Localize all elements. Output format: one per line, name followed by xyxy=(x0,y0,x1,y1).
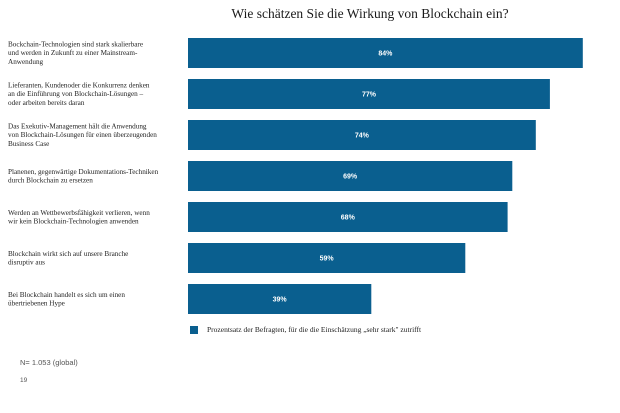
bar-value-label-2: 77% xyxy=(362,92,377,99)
legend-swatch xyxy=(190,325,198,334)
category-label-6: Blockchain wirkt sich auf unsere Branche… xyxy=(8,250,128,267)
bar-value-label-1: 84% xyxy=(378,51,393,58)
category-label-4: Planenen, gegenwärtige Dokumentations-Te… xyxy=(8,168,159,185)
category-label-2: Lieferanten, Kundenoder die Konkurrenz d… xyxy=(8,82,150,107)
category-label-7: Bei Blockchain handelt es sich um einen ü… xyxy=(8,291,125,308)
bar-value-label-7: 39% xyxy=(273,297,288,304)
chart-title: Wie schätzen Sie die Wirkung von Blockch… xyxy=(231,6,509,21)
bar-7 xyxy=(188,284,372,314)
bar-2 xyxy=(188,79,550,109)
bar-value-label-4: 69% xyxy=(343,174,358,181)
bar-6 xyxy=(188,243,466,273)
category-label-1: Bockchain-Technologien sind stark skalie… xyxy=(8,41,143,66)
bar-4 xyxy=(188,161,513,191)
legend: Prozentsatz der Befragten, für die die E… xyxy=(190,325,421,334)
bar-5 xyxy=(188,202,508,232)
page-number: 19 xyxy=(20,377,28,384)
bar-3 xyxy=(188,120,536,150)
bar-value-label-3: 74% xyxy=(355,133,370,140)
bar-value-label-6: 59% xyxy=(320,256,335,263)
bar-1 xyxy=(188,38,583,68)
category-label-3: Das Exekutiv-Management hält die Anwendu… xyxy=(8,123,157,148)
bar-value-label-5: 68% xyxy=(341,215,356,222)
category-label-5: Werden an Wettbewerbsfähigkeit verlieren… xyxy=(8,209,150,226)
sample-size-footnote: N= 1.053 (global) xyxy=(20,358,78,367)
legend-label: Prozentsatz der Befragten, für die die E… xyxy=(207,325,422,334)
